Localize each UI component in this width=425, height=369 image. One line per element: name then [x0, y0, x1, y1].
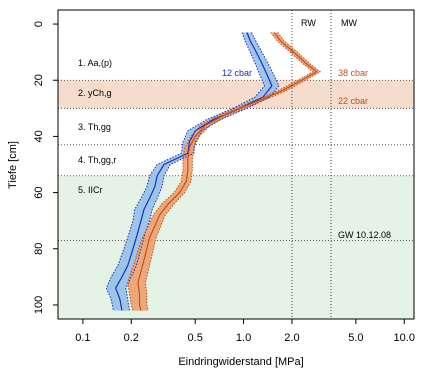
- annotation-38cbar: 38 cbar: [338, 68, 368, 78]
- axes-layer: 0.1 0.2 0.5 1.0 2.0 5.0 10.0 0 20 40 60 80 100: [33, 9, 415, 344]
- band-layer: [106, 32, 321, 311]
- lower-bound-series-2: [127, 32, 314, 311]
- layer-label-3: 3. Th,gg: [78, 122, 111, 132]
- layer-label-4: 4. Th,gg,r: [78, 155, 116, 165]
- layer-label-5: 5. IICr: [78, 185, 103, 195]
- upper-bound-series-2: [144, 32, 322, 311]
- line-layer: [105, 32, 322, 311]
- layer-band-2: [58, 80, 414, 109]
- x-tick-label-1: 0.2: [124, 332, 139, 344]
- x-tick-label-3: 1.0: [236, 332, 251, 344]
- x-axis-title: Eindringwiderstand [MPa]: [178, 356, 303, 368]
- upper-bound-series-1: [125, 32, 280, 311]
- plot-frame: [57, 9, 415, 320]
- annotation-layer: 1. Aa,(p) 2. yCh,g 3. Th,gg 4. Th,gg,r 5…: [78, 18, 391, 240]
- y-tick-label-2: 40: [33, 130, 45, 142]
- rw-label: RW: [301, 18, 316, 28]
- y-tick-label-3: 60: [33, 186, 45, 198]
- annotation-12cbar: 12 cbar: [222, 68, 252, 78]
- reference-line-layer: [291, 10, 332, 319]
- x-tick-label-5: 5.0: [348, 332, 363, 344]
- x-tick-label-6: 10.0: [394, 332, 415, 344]
- x-tick-label-2: 0.5: [188, 332, 203, 344]
- lower-bound-series-1: [105, 32, 266, 311]
- layer-label-2: 2. yCh,g: [78, 88, 112, 98]
- mw-label: MW: [341, 18, 357, 28]
- x-tick-label-4: 2.0: [284, 332, 299, 344]
- x-tick-label-0: 0.1: [75, 332, 90, 344]
- y-tick-label-1: 20: [33, 74, 45, 86]
- y-tick-label-4: 80: [33, 243, 45, 255]
- layer-label-1: 1. Aa,(p): [78, 58, 112, 68]
- y-tick-label-5: 100: [33, 296, 45, 314]
- annotation-22cbar: 22 cbar: [338, 96, 368, 106]
- y-axis-title: Tiefe [cm]: [7, 141, 19, 189]
- band-series-1: [106, 32, 279, 311]
- band-series-2: [127, 32, 321, 311]
- mean-line-series-1: [115, 32, 273, 311]
- y-tick-label-0: 0: [33, 21, 45, 27]
- gw-label: GW 10.12.08: [338, 230, 391, 240]
- mean-line-series-2: [137, 32, 318, 311]
